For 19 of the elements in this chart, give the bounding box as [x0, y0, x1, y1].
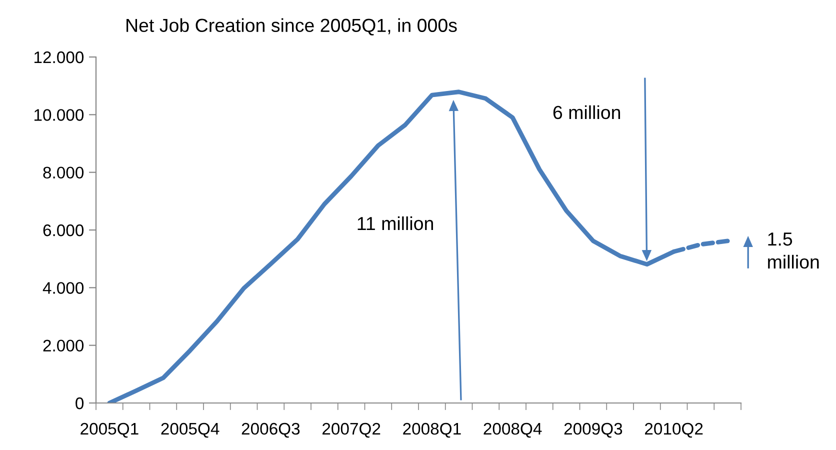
y-tick-label: 0	[76, 397, 84, 410]
x-tick-label: 2005Q4	[161, 422, 220, 438]
x-tick-label: 2008Q4	[484, 422, 542, 438]
x-tick-label: 2007Q2	[322, 422, 380, 438]
x-tick-label: 2009Q3	[564, 422, 622, 438]
y-tick-label: 2.000	[43, 340, 84, 352]
y-tick-label: 12.000	[34, 51, 84, 64]
x-tick-label: 2005Q1	[80, 422, 138, 438]
y-tick-label: 10.000	[34, 109, 84, 121]
y-tick-label: 6.000	[43, 224, 84, 236]
annotation: 6 million	[553, 105, 620, 120]
x-tick-label: 2006Q3	[242, 422, 300, 438]
x-tick-label: 2010Q2	[645, 422, 703, 438]
text: 1.5 million	[768, 232, 819, 269]
annotation: 11 million	[358, 216, 433, 230]
x-tick-label: 2008Q1	[403, 422, 461, 438]
y-tick-label: 8.000	[43, 166, 84, 179]
y-tick-label: 4.000	[42, 282, 84, 294]
chart-title: Net Job Creation since 2005Q1, in 000s	[126, 18, 457, 36]
